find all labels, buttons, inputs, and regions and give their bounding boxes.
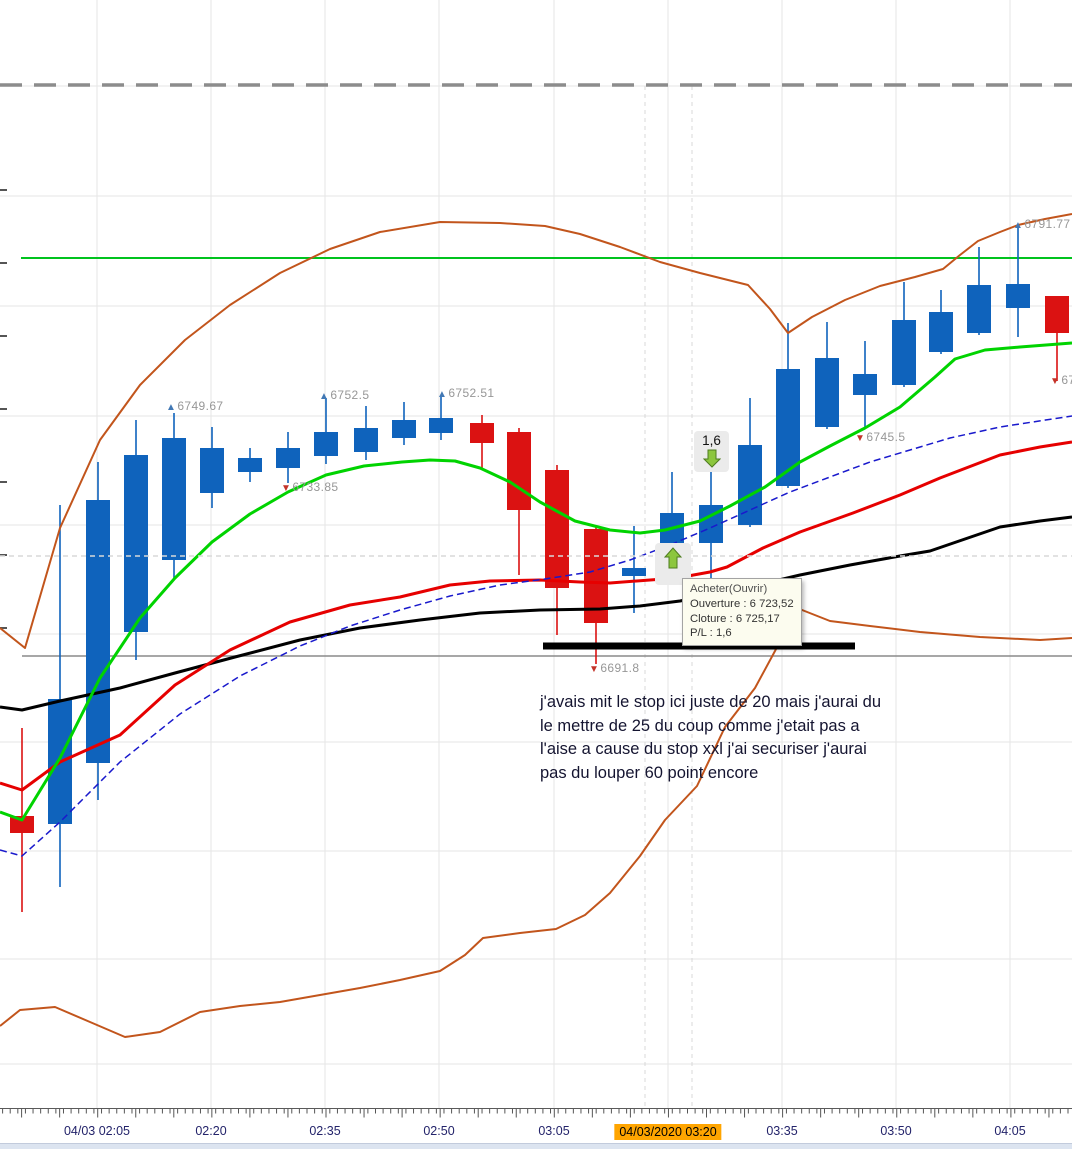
- candle-body[interactable]: [124, 455, 148, 632]
- price-marker-value: 6752.5: [330, 388, 370, 402]
- up-triangle-icon: ▲: [166, 402, 177, 413]
- up-triangle-icon: ▲: [1013, 220, 1024, 231]
- window-bottom-edge: [0, 1143, 1072, 1149]
- tooltip-close-line: Cloture : 6 725,17: [690, 612, 780, 625]
- time-label: 04/03 02:05: [63, 1124, 131, 1138]
- bollinger-lower-line: [0, 607, 1072, 1038]
- price-marker-label: ▲6752.5: [319, 388, 369, 402]
- down-triangle-icon: ▼: [1050, 376, 1061, 387]
- bollinger-upper-line: [0, 213, 1072, 649]
- tooltip-pl-line: P/L : 1,6: [690, 627, 732, 640]
- time-label: 03:35: [766, 1124, 798, 1138]
- candlestick-chart[interactable]: [0, 0, 1072, 1108]
- candle-body[interactable]: [429, 418, 453, 433]
- ma-green-line: [0, 341, 1072, 822]
- sell-target-marker[interactable]: 1,6: [694, 431, 729, 472]
- candle-body[interactable]: [470, 423, 494, 443]
- tooltip-open-line: Ouverture : 6 723,52: [690, 597, 794, 610]
- sell-target-value: 1,6: [702, 433, 721, 448]
- candle-body[interactable]: [200, 448, 224, 493]
- candle-body[interactable]: [354, 428, 378, 452]
- candle-body[interactable]: [238, 458, 262, 472]
- green-up-arrow-icon: [664, 547, 682, 569]
- selected-time-label: 04/03/2020 03:20: [614, 1124, 722, 1140]
- candle-body[interactable]: [392, 420, 416, 438]
- candle-body[interactable]: [815, 358, 839, 427]
- price-marker-label: ▼6733.85: [281, 480, 339, 494]
- trade-tooltip: Acheter(Ouvrir) Ouverture : 6 723,52 Clo…: [682, 578, 802, 647]
- price-marker-value: 6791.77: [1024, 217, 1071, 231]
- green-down-arrow-icon: [702, 449, 721, 468]
- candle-body[interactable]: [314, 432, 338, 456]
- down-triangle-icon: ▼: [281, 483, 292, 494]
- candle-body[interactable]: [545, 470, 569, 588]
- price-marker-value: 67: [1061, 373, 1072, 387]
- up-triangle-icon: ▲: [437, 389, 448, 400]
- time-label: 03:05: [538, 1124, 570, 1138]
- candle-body[interactable]: [929, 312, 953, 352]
- time-label: 03:50: [880, 1124, 912, 1138]
- candle-body[interactable]: [162, 438, 186, 560]
- user-note-text: j'avais mit le stop ici juste de 20 mais…: [540, 693, 882, 782]
- candle-body[interactable]: [622, 568, 646, 576]
- candle-body[interactable]: [853, 374, 877, 395]
- time-label: 04:05: [994, 1124, 1026, 1138]
- candle-body[interactable]: [776, 369, 800, 486]
- candle-body[interactable]: [276, 448, 300, 468]
- price-marker-label: ▲6749.67: [166, 399, 224, 413]
- up-triangle-icon: ▲: [319, 391, 330, 402]
- price-marker-value: 6752.51: [448, 386, 495, 400]
- ma-red-line: [0, 440, 1072, 792]
- candle-body[interactable]: [1006, 284, 1030, 308]
- candle-body[interactable]: [967, 285, 991, 333]
- candle-body[interactable]: [10, 816, 34, 833]
- price-marker-value: 6733.85: [292, 480, 339, 494]
- time-label: 02:50: [423, 1124, 455, 1138]
- ma-black-line: [0, 515, 1072, 712]
- price-marker-label: ▼6691.8: [589, 661, 639, 675]
- time-label: 02:20: [195, 1124, 227, 1138]
- tooltip-title: Acheter(Ouvrir): [690, 583, 768, 595]
- candle-body[interactable]: [738, 445, 762, 525]
- candle-body[interactable]: [892, 320, 916, 385]
- price-marker-label: ▲6752.51: [437, 386, 495, 400]
- candle-body[interactable]: [507, 432, 531, 510]
- price-marker-value: 6691.8: [600, 661, 640, 675]
- candle-body[interactable]: [86, 500, 110, 763]
- price-marker-value: 6749.67: [177, 399, 224, 413]
- candle-body[interactable]: [1045, 296, 1069, 333]
- down-triangle-icon: ▼: [589, 664, 600, 675]
- price-marker-value: 6745.5: [866, 430, 906, 444]
- time-label: 02:35: [309, 1124, 341, 1138]
- ma-blue-dashed-line: [0, 415, 1072, 857]
- price-marker-label: ▼6745.5: [855, 430, 905, 444]
- price-marker-label: ▼67: [1050, 373, 1072, 387]
- time-axis[interactable]: 04/03 02:05 02:20 02:35 02:50 03:05 04/03/202…: [0, 1108, 1072, 1144]
- time-axis-ticks: [2, 1109, 1069, 1118]
- down-triangle-icon: ▼: [855, 433, 866, 444]
- price-marker-label: ▲6791.77: [1013, 217, 1071, 231]
